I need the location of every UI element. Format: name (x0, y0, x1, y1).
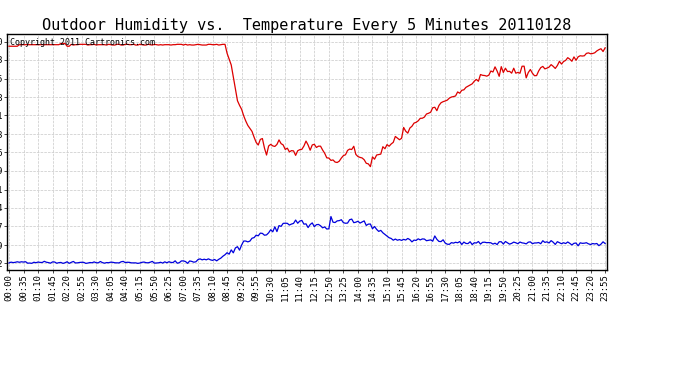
Text: Copyright 2011 Cartronics.com: Copyright 2011 Cartronics.com (10, 39, 155, 48)
Title: Outdoor Humidity vs.  Temperature Every 5 Minutes 20110128: Outdoor Humidity vs. Temperature Every 5… (42, 18, 572, 33)
